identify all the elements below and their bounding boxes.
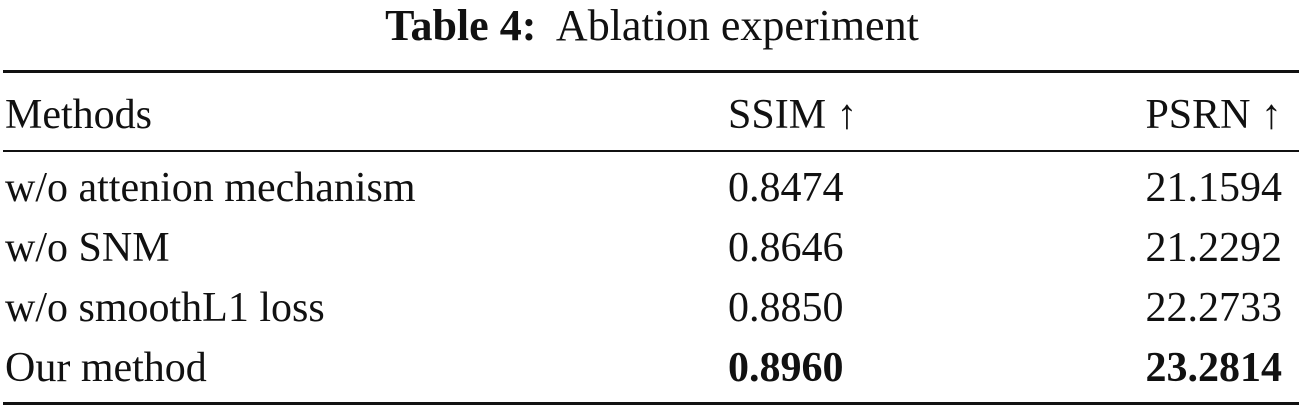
ssim-cell: 0.8474 [728, 165, 844, 211]
table-row: w/o attenion mechanism 0.8474 21.1594 [0, 160, 1304, 216]
top-rule [3, 70, 1299, 73]
psrn-cell: 23.2814 [1145, 345, 1283, 391]
caption-title: Ablation experiment [555, 1, 919, 50]
header-psrn: PSRN ↑ [1145, 92, 1282, 138]
header-ssim: SSIM ↑ [728, 92, 858, 138]
psrn-cell: 22.2733 [1145, 285, 1283, 331]
ssim-cell: 0.8850 [728, 285, 844, 331]
method-cell: Our method [5, 345, 207, 391]
table-row: Our method 0.8960 23.2814 [0, 340, 1304, 396]
ssim-cell: 0.8646 [728, 225, 844, 271]
psrn-cell: 21.2292 [1145, 225, 1283, 271]
table-row: w/o SNM 0.8646 21.2292 [0, 220, 1304, 276]
header-methods: Methods [5, 92, 152, 138]
method-cell: w/o attenion mechanism [5, 165, 416, 211]
header-row: Methods SSIM ↑ PSRN ↑ [0, 87, 1304, 143]
table-row: w/o smoothL1 loss 0.8850 22.2733 [0, 280, 1304, 336]
psrn-cell: 21.1594 [1145, 165, 1283, 211]
mid-rule [3, 150, 1299, 152]
ssim-cell: 0.8960 [728, 345, 844, 391]
method-cell: w/o smoothL1 loss [5, 285, 325, 331]
table-caption: Table 4: Ablation experiment [0, 0, 1304, 52]
bottom-rule [3, 402, 1299, 405]
caption-label: Table 4: [385, 1, 537, 50]
method-cell: w/o SNM [5, 225, 170, 271]
